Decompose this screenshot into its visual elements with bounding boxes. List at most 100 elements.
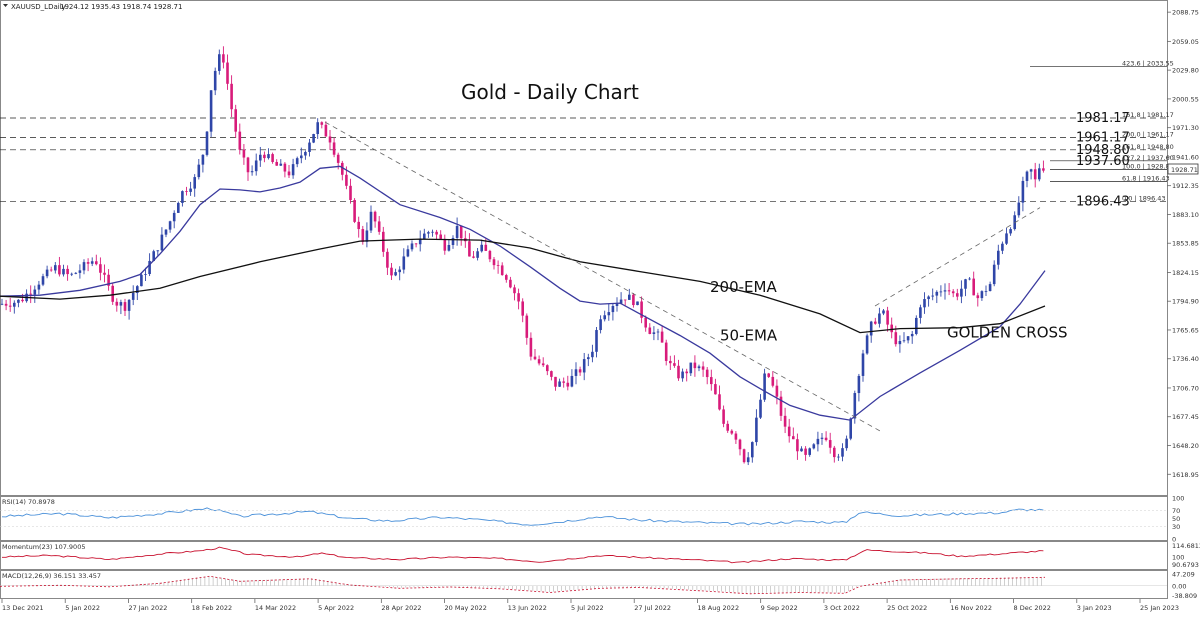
candle-body — [599, 319, 602, 331]
candle-body — [972, 278, 975, 296]
date-tick-label: 18 Aug 2022 — [697, 604, 739, 612]
candle-body — [259, 154, 262, 161]
candle-body — [386, 251, 389, 268]
candle-body — [890, 324, 893, 333]
price-tick-label: 1971.30 — [1172, 124, 1199, 132]
candle-body — [300, 155, 303, 159]
candle-body — [341, 162, 344, 175]
candle-body — [828, 440, 832, 448]
candle-body — [898, 341, 902, 345]
candle-body — [316, 122, 319, 135]
rsi-line — [1, 507, 1044, 526]
candle-body — [652, 332, 656, 334]
candle-body — [480, 244, 483, 252]
price-tick-label: 1912.35 — [1172, 182, 1199, 190]
price-tick-label: 2088.75 — [1172, 9, 1199, 17]
candle-body — [693, 362, 697, 369]
date-tick-label: 27 Jan 2022 — [128, 604, 167, 612]
fib-level-big-label: 1961.17 — [1076, 131, 1130, 146]
candle-body — [718, 394, 721, 410]
candle-body — [939, 291, 943, 293]
candle-body — [824, 437, 828, 441]
candle-body — [62, 268, 65, 275]
candle-body — [677, 365, 680, 379]
rsi-pane-frame — [0, 496, 1168, 541]
menu-caret-icon[interactable] — [3, 4, 8, 7]
symbol-header: XAUUSD_LDaily — [11, 3, 66, 11]
candle-body — [771, 376, 775, 386]
price-tick-label: 1648.20 — [1172, 442, 1199, 450]
date-tick-label: 14 Mar 2022 — [255, 604, 296, 612]
candle-body — [246, 157, 250, 173]
candle-body — [468, 241, 471, 257]
candle-body — [308, 142, 311, 152]
candle-body — [525, 315, 529, 338]
candle-body — [41, 276, 45, 285]
candle-body — [595, 330, 598, 352]
candle-body — [427, 232, 430, 234]
candle-body — [910, 333, 914, 337]
candle-body — [997, 250, 1000, 265]
candle-body — [615, 303, 619, 306]
macd-tick-label: 0.00 — [1172, 582, 1186, 590]
trendlines — [324, 121, 1041, 432]
candle-body — [99, 264, 102, 273]
candle-body — [865, 335, 869, 354]
candle-body — [357, 221, 360, 230]
candle-body — [812, 444, 816, 449]
candle-body — [792, 436, 795, 440]
candle-body — [148, 260, 151, 275]
candle-body — [869, 321, 873, 336]
candle-body — [484, 244, 488, 251]
date-tick-label: 9 Sep 2022 — [761, 604, 798, 612]
candle-body — [861, 353, 865, 376]
candle-body — [185, 191, 188, 192]
candle-body — [607, 312, 611, 316]
candle-body — [295, 158, 299, 165]
candle-body — [287, 171, 291, 176]
chart-title: Gold - Daily Chart — [461, 80, 639, 104]
candle-body — [632, 294, 635, 306]
rsi-tick-label: 100 — [1172, 495, 1184, 503]
candle-body — [689, 362, 693, 374]
chart-annotation: 200-EMA — [710, 278, 777, 296]
candle-body — [775, 385, 779, 397]
candle-body — [324, 124, 328, 137]
last-price-box — [1167, 163, 1199, 175]
candle-body — [8, 305, 12, 307]
candle-body — [759, 399, 762, 418]
price-tick-label: 1853.85 — [1172, 240, 1199, 248]
candle-body — [164, 229, 168, 235]
date-tick-label: 8 Dec 2022 — [1014, 604, 1051, 612]
candle-body — [1013, 215, 1016, 230]
candle-body — [398, 269, 401, 273]
candle-body — [648, 327, 652, 334]
candle-body — [837, 456, 840, 458]
candle-body — [451, 237, 455, 245]
date-tick-label: 25 Oct 2022 — [887, 604, 927, 612]
candle-body — [390, 267, 393, 276]
candle-body — [849, 418, 852, 439]
rsi-tick-label: 0 — [1172, 536, 1176, 544]
candle-body — [956, 293, 959, 297]
macd-tick-label: -38.809 — [1172, 592, 1197, 600]
candle-body — [603, 315, 606, 320]
macd-pane-frame — [0, 570, 1168, 599]
macd-signal-line — [0, 575, 1046, 595]
candle-body — [923, 299, 926, 308]
candle-body — [49, 269, 53, 271]
candle-body — [476, 251, 479, 258]
candle-body — [894, 332, 898, 345]
candle-body — [291, 164, 295, 176]
candle-body — [664, 342, 668, 361]
candle-body — [500, 265, 504, 276]
candle-body — [537, 359, 541, 364]
candle-body — [459, 226, 463, 239]
candle-body — [636, 301, 639, 306]
candle-body — [17, 299, 20, 303]
candle-body — [779, 396, 783, 416]
candle-body — [349, 185, 352, 200]
